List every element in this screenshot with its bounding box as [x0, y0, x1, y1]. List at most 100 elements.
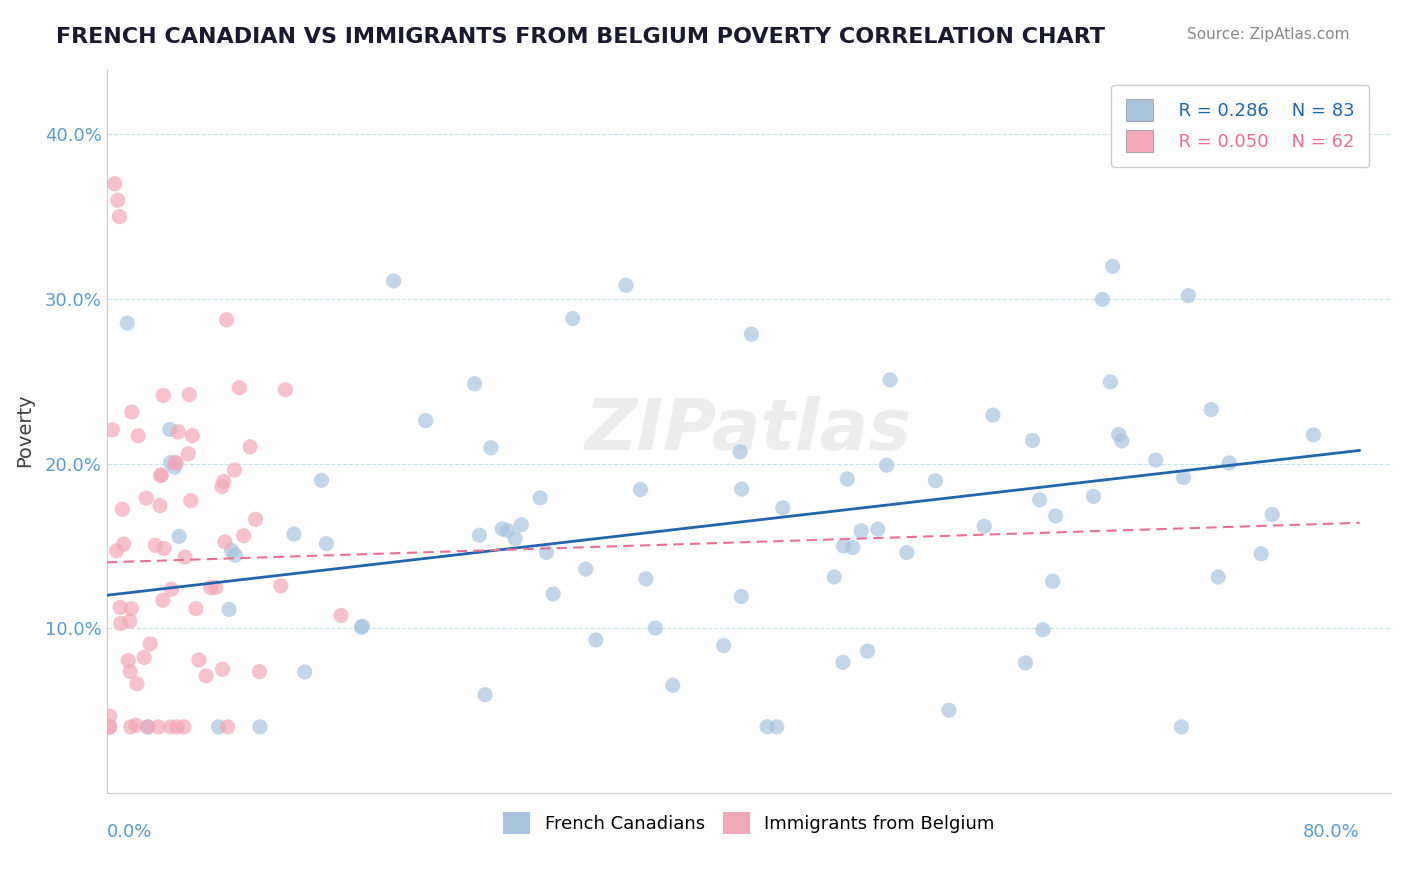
Point	[249, 720, 271, 734]
Point	[1021, 434, 1043, 448]
Point	[474, 688, 496, 702]
Point	[180, 493, 202, 508]
Point	[1083, 489, 1105, 503]
Point	[159, 422, 181, 436]
Point	[173, 720, 195, 734]
Point	[330, 608, 353, 623]
Point	[1218, 456, 1240, 470]
Point	[1042, 574, 1064, 589]
Text: 0.0%: 0.0%	[107, 823, 152, 841]
Point	[224, 463, 246, 477]
Point	[879, 373, 901, 387]
Point	[218, 602, 240, 616]
Point	[127, 429, 149, 443]
Point	[200, 581, 222, 595]
Point	[118, 614, 141, 628]
Point	[1250, 547, 1272, 561]
Text: ZIPatlas: ZIPatlas	[585, 396, 912, 465]
Point	[105, 544, 128, 558]
Point	[1170, 720, 1192, 734]
Point	[713, 639, 735, 653]
Point	[184, 601, 207, 615]
Point	[152, 388, 174, 402]
Point	[510, 517, 533, 532]
Point	[117, 316, 139, 330]
Point	[1091, 293, 1114, 307]
Point	[352, 619, 374, 633]
Point	[125, 718, 148, 732]
Point	[228, 381, 250, 395]
Point	[1144, 453, 1167, 467]
Point	[1099, 375, 1122, 389]
Point	[1206, 570, 1229, 584]
Point	[181, 428, 204, 442]
Point	[842, 541, 865, 555]
Point	[159, 720, 181, 734]
Point	[152, 593, 174, 607]
Point	[837, 472, 859, 486]
Y-axis label: Poverty: Poverty	[15, 394, 34, 467]
Point	[125, 676, 148, 690]
Point	[98, 709, 121, 723]
Point	[294, 665, 316, 679]
Point	[136, 720, 159, 734]
Point	[981, 408, 1004, 422]
Point	[207, 720, 229, 734]
Point	[831, 656, 853, 670]
Point	[195, 669, 218, 683]
Point	[274, 383, 297, 397]
Point	[823, 570, 845, 584]
Point	[177, 447, 200, 461]
Point	[214, 535, 236, 549]
Point	[283, 527, 305, 541]
Point	[765, 720, 787, 734]
Point	[107, 193, 129, 207]
Point	[188, 653, 211, 667]
Point	[159, 455, 181, 469]
Point	[98, 720, 121, 734]
Point	[132, 650, 155, 665]
Point	[211, 480, 233, 494]
Point	[270, 579, 292, 593]
Point	[832, 539, 855, 553]
Point	[1302, 428, 1324, 442]
Point	[924, 474, 946, 488]
Point	[120, 720, 142, 734]
Point	[224, 548, 246, 562]
Point	[174, 550, 197, 565]
Point	[1028, 492, 1050, 507]
Point	[215, 312, 238, 326]
Point	[741, 327, 763, 342]
Point	[120, 665, 142, 679]
Point	[111, 502, 134, 516]
Point	[112, 537, 135, 551]
Point	[315, 536, 337, 550]
Point	[541, 587, 564, 601]
Point	[772, 500, 794, 515]
Point	[167, 425, 190, 439]
Point	[1108, 427, 1130, 442]
Point	[503, 532, 526, 546]
Point	[382, 274, 405, 288]
Point	[121, 405, 143, 419]
Point	[350, 620, 373, 634]
Point	[849, 524, 872, 538]
Point	[217, 720, 239, 734]
Point	[135, 491, 157, 505]
Point	[249, 665, 271, 679]
Point	[108, 600, 131, 615]
Point	[148, 720, 170, 734]
Point	[311, 473, 333, 487]
Point	[149, 499, 172, 513]
Point	[232, 529, 254, 543]
Point	[866, 522, 889, 536]
Point	[856, 644, 879, 658]
Point	[221, 543, 243, 558]
Point	[1111, 434, 1133, 448]
Point	[634, 572, 657, 586]
Point	[211, 662, 233, 676]
Point	[143, 538, 166, 552]
Point	[110, 616, 132, 631]
Point	[120, 601, 142, 615]
Point	[731, 482, 754, 496]
